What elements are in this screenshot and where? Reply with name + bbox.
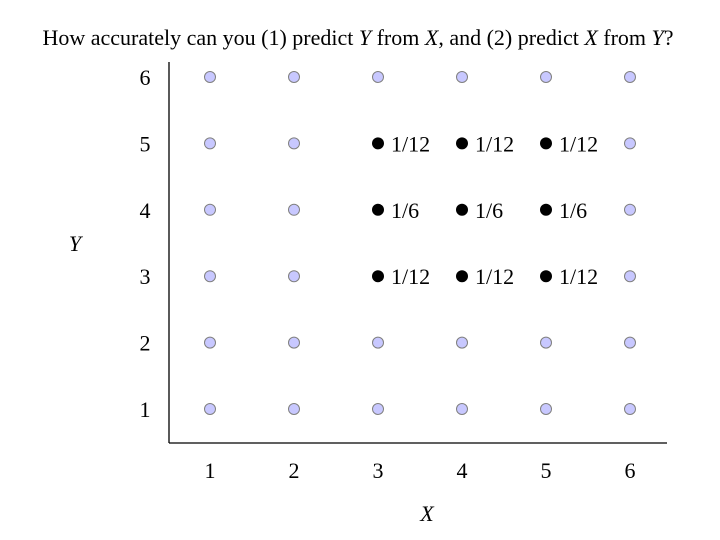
title-part: X bbox=[583, 25, 599, 50]
empty-grid-point bbox=[456, 336, 468, 349]
y-tick-label: 6 bbox=[140, 65, 151, 90]
title-part: How accurately can you (1) predict bbox=[42, 25, 358, 50]
y-tick-label: 3 bbox=[140, 264, 151, 289]
empty-grid-point bbox=[372, 336, 384, 349]
x-axis-label: X bbox=[419, 501, 435, 526]
probability-label: 1/12 bbox=[475, 131, 514, 156]
y-tick-label: 1 bbox=[140, 397, 151, 422]
tick-labels: 1 2 3 4 5 6 1 2 3 4 5 6 bbox=[140, 65, 636, 483]
probability-point bbox=[456, 137, 468, 150]
probability-point bbox=[372, 137, 384, 150]
empty-grid-point bbox=[204, 203, 216, 216]
empty-grid-point bbox=[288, 137, 300, 150]
probability-point bbox=[456, 203, 468, 216]
probability-point bbox=[540, 270, 552, 283]
empty-grid-point bbox=[624, 270, 636, 283]
empty-grid-point bbox=[456, 403, 468, 415]
empty-grid-point bbox=[624, 203, 636, 216]
probability-point bbox=[372, 270, 384, 283]
x-tick-label: 1 bbox=[205, 458, 216, 483]
probability-label: 1/12 bbox=[559, 264, 598, 289]
y-tick-label: 4 bbox=[140, 198, 151, 223]
empty-grid-point bbox=[372, 403, 384, 415]
probability-point bbox=[372, 203, 384, 216]
empty-grid-point bbox=[540, 71, 552, 83]
title-part: from bbox=[598, 25, 652, 50]
empty-grid-point bbox=[456, 71, 468, 83]
empty-grid-point bbox=[288, 270, 300, 283]
x-tick-label: 4 bbox=[457, 458, 468, 483]
empty-grid-point bbox=[624, 403, 636, 415]
empty-grid-point bbox=[624, 71, 636, 83]
empty-grid-point bbox=[288, 203, 300, 216]
probability-point bbox=[540, 137, 552, 150]
title-part: Y bbox=[359, 25, 374, 50]
x-tick-label: 2 bbox=[289, 458, 300, 483]
empty-grid-point bbox=[288, 71, 300, 83]
title-part: , and (2) predict bbox=[438, 25, 584, 50]
filled-points: 1/12 1/12 1/12 1/6 1/6 1/6 1/12 1/12 1/12 bbox=[372, 131, 598, 289]
probability-label: 1/6 bbox=[475, 198, 503, 223]
probability-label: 1/12 bbox=[391, 264, 430, 289]
empty-grid-point bbox=[540, 336, 552, 349]
probability-point bbox=[456, 270, 468, 283]
title-part: X bbox=[424, 25, 440, 50]
probability-point bbox=[540, 203, 552, 216]
y-axis-label: Y bbox=[69, 231, 84, 256]
title-part: ? bbox=[664, 25, 674, 50]
empty-points bbox=[204, 71, 636, 415]
probability-label: 1/6 bbox=[559, 198, 587, 223]
empty-grid-point bbox=[288, 403, 300, 415]
empty-grid-point bbox=[204, 403, 216, 415]
empty-grid-point bbox=[204, 137, 216, 150]
empty-grid-point bbox=[204, 270, 216, 283]
empty-grid-point bbox=[372, 71, 384, 83]
empty-grid-point bbox=[204, 71, 216, 83]
probability-label: 1/12 bbox=[559, 131, 598, 156]
probability-label: 1/12 bbox=[391, 131, 430, 156]
x-tick-label: 3 bbox=[373, 458, 384, 483]
probability-label: 1/6 bbox=[391, 198, 419, 223]
x-tick-label: 6 bbox=[625, 458, 636, 483]
axes bbox=[168, 62, 667, 444]
empty-grid-point bbox=[204, 336, 216, 349]
diagram-title: How accurately can you (1) predict Y fro… bbox=[42, 25, 673, 50]
title-part: Y bbox=[652, 25, 667, 50]
x-tick-label: 5 bbox=[541, 458, 552, 483]
empty-grid-point bbox=[624, 336, 636, 349]
empty-grid-point bbox=[288, 336, 300, 349]
empty-grid-point bbox=[540, 403, 552, 415]
y-tick-label: 2 bbox=[140, 331, 151, 356]
title-part: from bbox=[371, 25, 425, 50]
probability-label: 1/12 bbox=[475, 264, 514, 289]
y-tick-label: 5 bbox=[140, 131, 151, 156]
empty-grid-point bbox=[624, 137, 636, 150]
